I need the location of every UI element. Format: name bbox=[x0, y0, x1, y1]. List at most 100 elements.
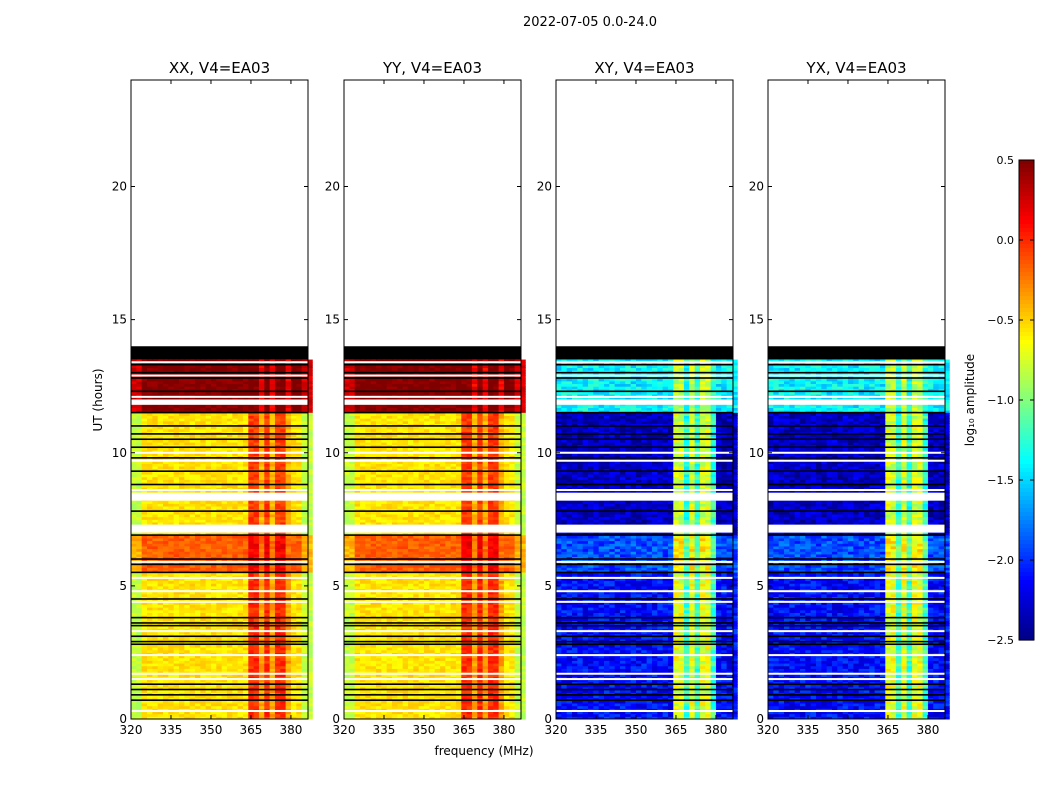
heatmap-cell bbox=[200, 513, 207, 518]
heatmap-cell bbox=[253, 447, 260, 451]
heatmap-cell bbox=[194, 404, 201, 408]
heatmap-cell bbox=[258, 378, 265, 382]
heatmap-cell bbox=[306, 474, 313, 478]
heatmap-cell bbox=[189, 418, 196, 422]
heatmap-cell bbox=[237, 474, 244, 478]
heatmap-cell bbox=[157, 703, 164, 707]
heatmap-cell bbox=[178, 615, 185, 619]
heatmap-cell bbox=[296, 692, 303, 696]
heatmap-cell bbox=[194, 423, 201, 427]
heatmap-cell bbox=[178, 553, 185, 558]
heatmap-cell bbox=[258, 540, 265, 544]
gap-line bbox=[131, 451, 308, 454]
heatmap-cell bbox=[168, 639, 175, 643]
heatmap-cell bbox=[168, 615, 175, 619]
heatmap-cell bbox=[131, 591, 137, 595]
heatmap-cell bbox=[232, 543, 239, 547]
heatmap-cell bbox=[194, 513, 201, 518]
heatmap-cell bbox=[146, 404, 153, 408]
heatmap-cell bbox=[290, 436, 297, 440]
heatmap-cell bbox=[157, 591, 164, 595]
heatmap-cell bbox=[184, 689, 191, 693]
heatmap-cell bbox=[210, 532, 217, 536]
heatmap-cell bbox=[136, 617, 143, 621]
heatmap-cell bbox=[269, 652, 276, 656]
heatmap-cell bbox=[232, 537, 239, 542]
heatmap-cell bbox=[237, 428, 244, 432]
heatmap-cell bbox=[354, 396, 361, 400]
heatmap-cell bbox=[301, 532, 308, 536]
heatmap-cell bbox=[296, 644, 303, 648]
heatmap-cell bbox=[173, 575, 180, 579]
heatmap-cell bbox=[162, 697, 169, 701]
heatmap-cell bbox=[210, 577, 217, 582]
heatmap-cell bbox=[205, 487, 212, 491]
heatmap-cell bbox=[216, 697, 223, 701]
heatmap-cell bbox=[152, 615, 159, 619]
heatmap-cell bbox=[274, 623, 281, 627]
heatmap-cell bbox=[205, 359, 212, 363]
heatmap-cell bbox=[253, 673, 260, 677]
heatmap-cell bbox=[200, 705, 207, 709]
heatmap-cell bbox=[131, 663, 137, 667]
heatmap-cell bbox=[285, 679, 292, 683]
heatmap-cell bbox=[162, 364, 169, 369]
heatmap-cell bbox=[210, 556, 217, 560]
heatmap-cell bbox=[152, 423, 159, 427]
heatmap-cell bbox=[296, 607, 303, 611]
heatmap-cell bbox=[200, 617, 207, 621]
heatmap-cell bbox=[242, 657, 249, 661]
heatmap-cell bbox=[131, 378, 137, 382]
heatmap-cell bbox=[200, 561, 207, 566]
heatmap-cell bbox=[269, 458, 276, 462]
heatmap-cell bbox=[253, 460, 260, 464]
heatmap-cell bbox=[280, 665, 287, 669]
heatmap-cell bbox=[232, 500, 239, 504]
heatmap-cell bbox=[157, 540, 164, 544]
heatmap-cell bbox=[269, 612, 276, 616]
heatmap-cell bbox=[301, 660, 308, 664]
heatmap-cell bbox=[216, 439, 223, 443]
heatmap-cell bbox=[178, 551, 185, 555]
heatmap-cell bbox=[141, 407, 148, 411]
heatmap-cell bbox=[301, 657, 308, 661]
heatmap-cell bbox=[136, 362, 143, 366]
heatmap-cell bbox=[306, 572, 313, 576]
heatmap-cell bbox=[131, 665, 137, 669]
heatmap-cell bbox=[216, 521, 223, 526]
heatmap-cell bbox=[280, 359, 287, 363]
heatmap-cell bbox=[258, 439, 265, 443]
heatmap-cell bbox=[301, 508, 308, 512]
heatmap-cell bbox=[242, 367, 249, 371]
heatmap-cell bbox=[210, 559, 217, 563]
heatmap-cell bbox=[136, 575, 143, 579]
heatmap-cell bbox=[301, 591, 308, 595]
heatmap-cell bbox=[290, 516, 297, 520]
heatmap-cell bbox=[242, 474, 249, 478]
heatmap-cell bbox=[258, 521, 265, 526]
heatmap-cell bbox=[391, 386, 398, 390]
heatmap-cell bbox=[162, 487, 169, 491]
heatmap-cell bbox=[237, 599, 244, 603]
heatmap-cell bbox=[157, 548, 164, 552]
heatmap-cell bbox=[306, 671, 313, 675]
heatmap-cell bbox=[306, 631, 313, 635]
heatmap-cell bbox=[226, 599, 233, 603]
heatmap-cell bbox=[189, 716, 196, 720]
heatmap-cell bbox=[248, 372, 255, 377]
heatmap-cell bbox=[253, 623, 260, 627]
heatmap-cell bbox=[178, 641, 185, 645]
heatmap-cell bbox=[141, 569, 148, 574]
heatmap-cell bbox=[162, 607, 169, 611]
heatmap-cell bbox=[184, 705, 191, 709]
heatmap-cell bbox=[131, 506, 137, 510]
heatmap-cell bbox=[168, 535, 175, 539]
heatmap-cell bbox=[290, 631, 297, 635]
heatmap-cell bbox=[216, 370, 223, 374]
heatmap-cell bbox=[210, 652, 217, 656]
heatmap-cell bbox=[258, 476, 265, 480]
heatmap-cell bbox=[141, 490, 148, 494]
heatmap-cell bbox=[290, 553, 297, 558]
heatmap-cell bbox=[194, 705, 201, 709]
heatmap-cell bbox=[253, 450, 260, 454]
